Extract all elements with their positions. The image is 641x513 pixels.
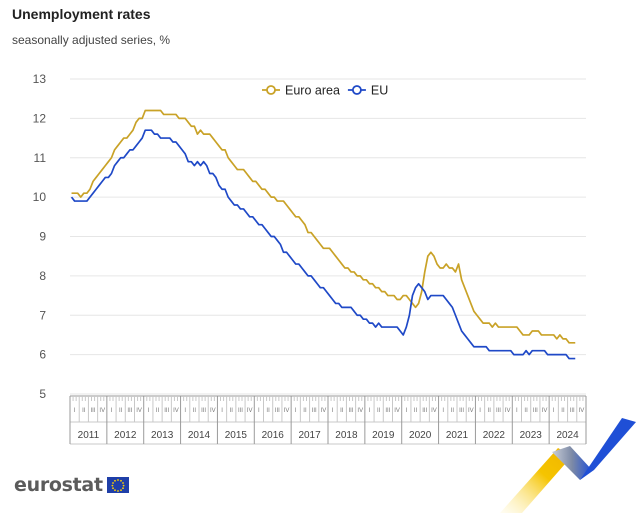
quarter-tick-label: III	[459, 408, 464, 414]
quarter-tick-label: III	[385, 408, 390, 414]
year-tick-label: 2023	[520, 430, 543, 441]
quarter-tick-label: I	[111, 408, 113, 414]
quarter-tick-label: IV	[505, 408, 511, 414]
quarter-tick-label: III	[201, 408, 206, 414]
quarter-tick-label: I	[147, 408, 149, 414]
brand-ribbon-graphic	[500, 418, 636, 513]
year-tick-label: 2012	[114, 430, 137, 441]
quarter-tick-label: III	[533, 408, 538, 414]
quarter-tick-label: III	[422, 408, 427, 414]
series-line-eu	[70, 129, 576, 360]
quarter-tick-label: IV	[542, 408, 548, 414]
quarter-tick-label: IV	[210, 408, 216, 414]
chart-subtitle: seasonally adjusted series, %	[12, 33, 171, 47]
year-tick-label: 2017	[298, 430, 321, 441]
quarter-tick-label: II	[414, 408, 418, 414]
year-tick-label: 2013	[151, 430, 174, 441]
quarter-tick-label: III	[349, 408, 354, 414]
quarter-tick-label: I	[184, 408, 186, 414]
chart-title: Unemployment rates	[12, 6, 151, 22]
quarter-tick-label: III	[312, 408, 317, 414]
quarter-tick-label: IV	[247, 408, 253, 414]
quarter-tick-label: I	[405, 408, 407, 414]
year-tick-label: 2018	[335, 430, 358, 441]
year-tick-label: 2021	[446, 430, 469, 441]
quarter-tick-label: III	[164, 408, 169, 414]
quarter-tick-label: IV	[394, 408, 400, 414]
quarter-tick-label: IV	[99, 408, 105, 414]
quarter-tick-label: I	[369, 408, 371, 414]
quarter-tick-label: II	[561, 408, 565, 414]
quarter-tick-label: II	[524, 408, 528, 414]
quarter-tick-label: IV	[321, 408, 327, 414]
year-tick-label: 2016	[262, 430, 285, 441]
quarter-tick-label: II	[377, 408, 381, 414]
y-tick-label: 6	[39, 348, 46, 362]
quarter-tick-label: II	[119, 408, 123, 414]
y-tick-label: 11	[34, 151, 47, 165]
quarter-tick-label: III	[275, 408, 280, 414]
quarter-tick-label: III	[127, 408, 132, 414]
year-tick-label: 2011	[78, 430, 100, 441]
quarter-tick-label: III	[496, 408, 501, 414]
legend-marker-eu	[352, 85, 362, 95]
quarter-tick-label: II	[451, 408, 455, 414]
quarter-tick-label: IV	[579, 408, 585, 414]
legend-label-eu: EU	[371, 84, 388, 98]
quarter-tick-label: II	[303, 408, 307, 414]
year-tick-label: 2022	[483, 430, 506, 441]
eu-flag-icon	[106, 477, 129, 493]
year-tick-label: 2014	[188, 430, 211, 441]
legend-label-euro-area: Euro area	[285, 84, 340, 98]
year-tick-label: 2024	[556, 430, 579, 441]
quarter-tick-label: II	[82, 408, 86, 414]
y-tick-label: 10	[33, 190, 47, 204]
quarter-tick-label: I	[74, 408, 76, 414]
quarter-tick-label: I	[258, 408, 260, 414]
y-tick-label: 9	[39, 230, 46, 244]
quarter-tick-label: II	[156, 408, 160, 414]
year-tick-label: 2020	[409, 430, 432, 441]
quarter-tick-label: I	[516, 408, 518, 414]
quarter-tick-label: III	[91, 408, 96, 414]
quarter-tick-label: III	[570, 408, 575, 414]
quarter-tick-label: I	[221, 408, 223, 414]
quarter-tick-label: IV	[173, 408, 179, 414]
year-tick-label: 2019	[372, 430, 395, 441]
quarter-tick-label: II	[230, 408, 234, 414]
quarter-tick-label: I	[442, 408, 444, 414]
eurostat-logo: eurostat	[14, 474, 129, 496]
quarter-tick-label: I	[553, 408, 555, 414]
year-tick-label: 2015	[225, 430, 248, 441]
quarter-tick-label: II	[193, 408, 197, 414]
eurostat-logo-text: eurostat	[14, 474, 103, 496]
y-tick-label: 5	[39, 387, 46, 401]
quarter-tick-label: IV	[136, 408, 142, 414]
quarter-tick-label: IV	[357, 408, 363, 414]
quarter-tick-label: III	[238, 408, 243, 414]
series-line-euro-area	[71, 109, 576, 344]
quarter-tick-label: IV	[431, 408, 437, 414]
quarter-tick-label: IV	[284, 408, 290, 414]
y-tick-label: 13	[33, 72, 47, 86]
legend-marker-euro-area	[266, 85, 276, 95]
y-tick-label: 8	[39, 269, 46, 283]
quarter-tick-label: I	[332, 408, 334, 414]
y-tick-label: 12	[33, 111, 47, 125]
quarter-tick-label: I	[295, 408, 297, 414]
quarter-tick-label: II	[488, 408, 492, 414]
quarter-tick-label: II	[340, 408, 344, 414]
quarter-tick-label: I	[479, 408, 481, 414]
quarter-tick-label: IV	[468, 408, 474, 414]
quarter-tick-label: II	[266, 408, 270, 414]
y-tick-label: 7	[39, 308, 46, 322]
